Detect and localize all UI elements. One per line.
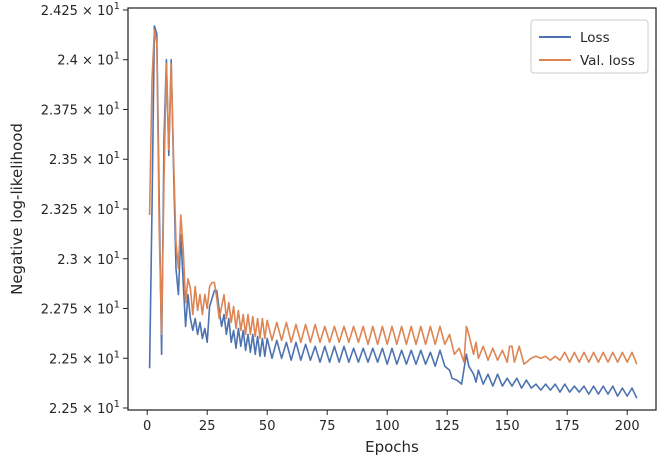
y-tick-label: 2.35 × 101 xyxy=(49,150,120,168)
series-layer xyxy=(148,25,638,399)
series-line-loss xyxy=(148,25,638,399)
series-line-val-loss xyxy=(148,29,638,365)
y-tick-label: 2.25 × 101 xyxy=(49,349,120,367)
y-axis-title: Negative log-likelihood xyxy=(8,123,26,295)
x-tick-label: 0 xyxy=(143,419,151,434)
x-tick-label: 25 xyxy=(199,419,216,434)
y-tick-label: 2.325 × 101 xyxy=(41,200,120,218)
y-tick-label: 2.3 × 101 xyxy=(57,250,120,268)
y-axis-ticks: 2.25 × 101 2.25 × 101 2.275 × 101 2.3 × 101… xyxy=(41,1,128,417)
x-tick-label: 75 xyxy=(319,419,336,434)
legend: Loss Val. loss xyxy=(530,19,649,74)
x-tick-label: 100 xyxy=(375,419,400,434)
y-tick-label: 2.375 × 101 xyxy=(41,100,120,118)
legend-label-loss: Loss xyxy=(580,30,610,46)
x-axis-title: Epochs xyxy=(365,438,419,456)
y-tick-label: 2.275 × 101 xyxy=(41,300,120,318)
x-tick-label: 200 xyxy=(615,419,640,434)
legend-label-val-loss: Val. loss xyxy=(580,53,635,69)
y-tick-label: 2.4 × 101 xyxy=(57,51,120,69)
plot-background xyxy=(128,8,656,410)
y-tick-label: 2.425 × 101 xyxy=(41,1,120,19)
x-tick-label: 50 xyxy=(259,419,276,434)
plot-frame xyxy=(127,7,657,411)
x-tick-label: 175 xyxy=(555,419,580,434)
x-axis-ticks: 0 25 50 75 100 125 150 175 200 xyxy=(143,410,640,434)
x-tick-label: 125 xyxy=(435,419,460,434)
y-tick-label: 2.25 × 101 xyxy=(49,399,120,417)
x-tick-label: 150 xyxy=(495,419,520,434)
